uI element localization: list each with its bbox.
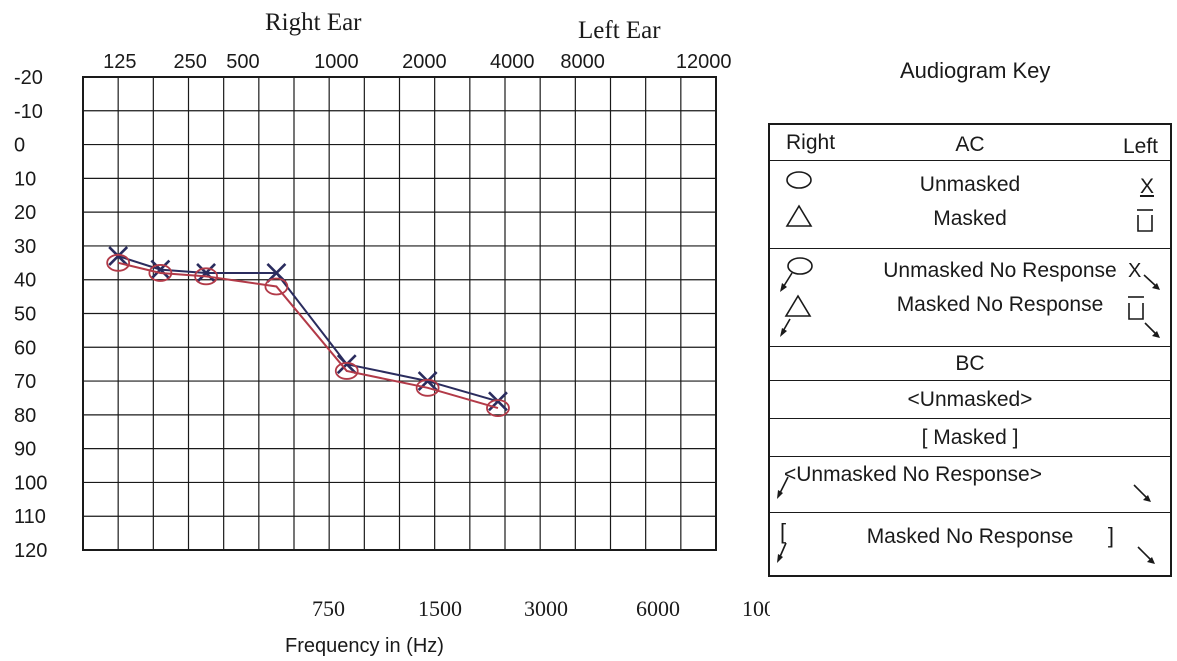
right-arrow-down-icon (1133, 484, 1151, 502)
key-bc-unmasked-nr: <Unmasked No Response> (784, 463, 1042, 486)
x-bottom-tick-label: 1500 (418, 596, 462, 621)
y-tick-label: 50 (14, 304, 36, 326)
key-ac-unmasked: Unmasked (919, 173, 1021, 196)
circle-symbol-icon (786, 171, 812, 189)
y-tick-label: 0 (14, 135, 25, 157)
chart-grid (82, 76, 717, 551)
y-tick-label: 80 (14, 405, 36, 427)
key-bc-unmasked-row: <Unmasked> (770, 381, 1170, 419)
key-bc-masked-nr-bracket-open: [ (780, 519, 787, 544)
data-point-x (108, 246, 129, 266)
x-top-tick-label: 2000 (402, 51, 447, 73)
x-top-tick-label: 12000 (676, 51, 732, 73)
chart-series (106, 246, 510, 418)
key-left-unmasked-symbol: X (1139, 175, 1154, 198)
x-bottom-tick-label: 10000 (742, 596, 770, 621)
audiogram-key-title: Audiogram Key (900, 58, 1051, 83)
y-tick-label: 40 (14, 270, 36, 292)
x-top-tick-label: 500 (226, 51, 259, 73)
right-ear-label: Right Ear (265, 9, 362, 36)
triangle-symbol-icon (785, 204, 813, 227)
data-point-circle (194, 267, 218, 286)
y-tick-label: -10 (14, 101, 43, 123)
data-point-x (336, 354, 357, 375)
data-point-x-stroke (336, 354, 357, 375)
y-tick-label: 10 (14, 168, 36, 190)
x-arrow-symbol-icon: X (1128, 260, 1160, 290)
data-point-circle (334, 362, 359, 380)
key-header-right: Right (786, 131, 836, 154)
data-point-circle (264, 277, 289, 296)
data-point-x (150, 259, 171, 280)
triangle-arrow-symbol-icon (780, 294, 812, 337)
key-bc-row: BC (770, 347, 1170, 381)
data-point-x-stroke (108, 246, 129, 266)
data-point-x-stroke (196, 263, 217, 283)
audiogram-chart: -20 -10 0 10 20 30 40 50 60 70 80 90 100 110 120 125 250… (14, 9, 770, 657)
x-top-tick-label: 125 (103, 51, 136, 73)
data-point-circle (106, 253, 131, 272)
data-point-circle (148, 264, 173, 282)
x-top-tick-label: 4000 (490, 51, 535, 73)
key-ac-masked: Masked (933, 207, 1007, 230)
key-ac-no-response-row: Unmasked No Response X Masked No Respons… (770, 249, 1170, 347)
x-bottom-tick-label: 6000 (636, 596, 680, 621)
left-angle-arrow-icon (777, 476, 789, 499)
x-top-tick-label: 8000 (560, 51, 605, 73)
y-tick-label: -20 (14, 67, 43, 89)
bracket-right-arrow-down-icon (1137, 546, 1155, 564)
y-tick-label: 90 (14, 439, 36, 461)
bracket-arrow-down-icon (777, 542, 787, 563)
x-axis-label: Frequency in (Hz) (285, 635, 444, 657)
chart-labels: -20 -10 0 10 20 30 40 50 60 70 80 90 100 110 120 125 250… (14, 9, 770, 657)
y-tick-label: 100 (14, 472, 47, 494)
key-header-row: Right AC Left (770, 125, 1170, 161)
key-ac-row: Unmasked X Masked (770, 161, 1170, 249)
key-bc-masked-row: [ Masked ] (770, 419, 1170, 457)
key-ac-masked-nr: Masked No Response (896, 293, 1104, 316)
x-top-tick-label: 250 (174, 51, 207, 73)
key-header-left: Left (1122, 135, 1158, 158)
data-point-x (196, 263, 217, 283)
data-point-circle (415, 378, 440, 397)
key-bc-unmasked-nr-row: <Unmasked No Response> (770, 457, 1170, 513)
data-point-x-stroke (150, 259, 171, 280)
bracket-u-symbol-icon (1137, 209, 1153, 232)
x-bottom-tick-label: 750 (312, 596, 345, 621)
data-point-circle (486, 399, 510, 418)
y-tick-label: 70 (14, 371, 36, 393)
series-line (117, 261, 499, 410)
left-ear-label: Left Ear (578, 17, 661, 44)
x-bottom-tick-label: 3000 (524, 596, 568, 621)
series-line (117, 255, 499, 403)
y-tick-label: 30 (14, 236, 36, 258)
y-tick-label: 60 (14, 337, 36, 359)
x-arrow-symbol-glyph: X (1128, 260, 1141, 282)
key-bc-masked-nr-row: [ Masked No Response ] (770, 513, 1170, 575)
bracket-u-arrow-symbol-icon (1128, 296, 1160, 338)
y-tick-label: 110 (14, 506, 46, 528)
key-bc-masked-nr-bracket-close: ] (1107, 523, 1114, 548)
key-header-ac: AC (955, 133, 985, 156)
y-tick-label: 20 (14, 202, 36, 224)
y-tick-label: 120 (14, 540, 47, 562)
key-ac-unmasked-nr: Unmasked No Response (883, 259, 1117, 282)
audiogram-key-table: Right AC Left Unmasked X Masked (768, 123, 1172, 577)
x-top-tick-label: 1000 (314, 51, 359, 73)
key-bc-masked-nr: Masked No Response (866, 525, 1074, 548)
circle-arrow-symbol-icon (780, 257, 813, 292)
